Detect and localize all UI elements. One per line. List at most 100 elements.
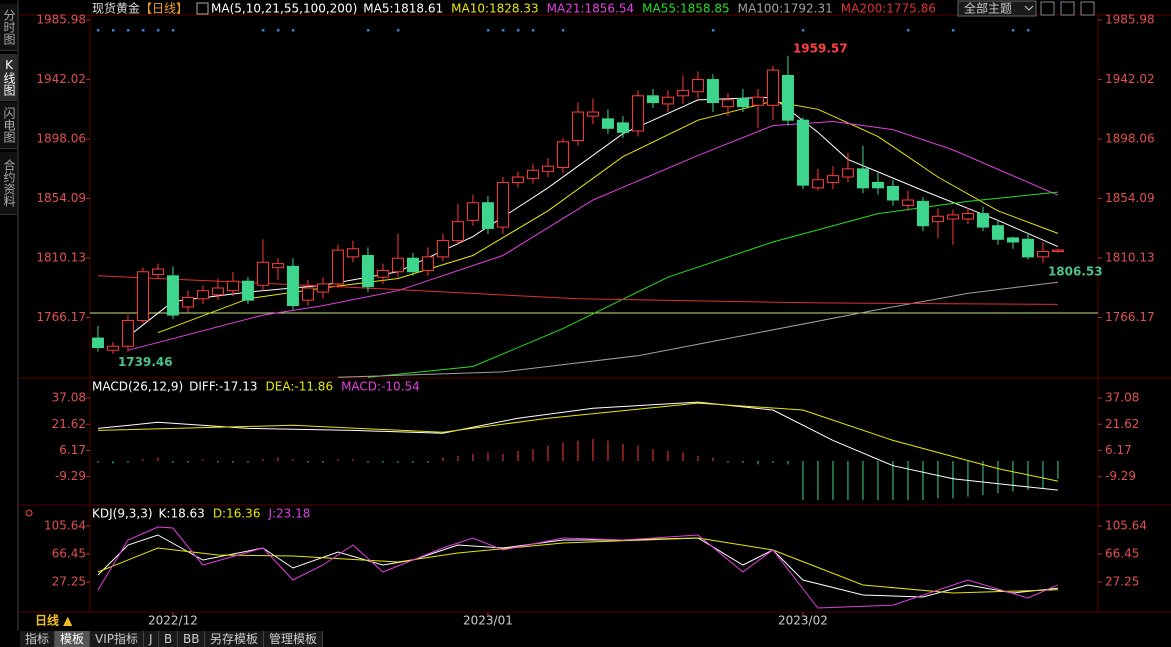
line xyxy=(97,526,1059,609)
icon[interactable] xyxy=(1060,1,1075,16)
signal-marker xyxy=(711,29,715,32)
candle-body xyxy=(136,271,149,321)
line xyxy=(97,537,1058,594)
y-tick-label: 21.62 xyxy=(1105,417,1139,431)
candle-body xyxy=(376,269,389,278)
signal-marker xyxy=(111,29,115,32)
legend-item: MA5:1818.61 xyxy=(363,2,443,16)
y-tick-label: 1766.17 xyxy=(36,310,86,324)
candle-body xyxy=(196,290,209,300)
candle-body xyxy=(286,265,299,307)
signal-marker xyxy=(396,29,400,32)
legend-item: J:23.18 xyxy=(267,507,310,521)
signal-marker xyxy=(531,29,535,32)
tab[interactable]: 闪电图 xyxy=(0,102,17,149)
signal-marker xyxy=(141,29,145,32)
legend-item: K:18.63 xyxy=(159,507,205,521)
candle-body xyxy=(706,79,719,104)
signal-marker xyxy=(366,29,370,32)
period: 【日线】 xyxy=(140,2,188,16)
y-tick-label: 37.08 xyxy=(1105,391,1139,405)
candle-body xyxy=(451,221,464,242)
legend-title: MACD(26,12,9) xyxy=(92,380,183,394)
signal-marker xyxy=(906,29,910,32)
y-tick-label: 105.64 xyxy=(1105,518,1147,532)
candle-body xyxy=(361,255,374,288)
toolbar-tab[interactable]: 模板 xyxy=(55,631,91,647)
signal-marker xyxy=(276,29,280,32)
icon xyxy=(1024,5,1034,11)
y-tick-label: 1985.98 xyxy=(1105,13,1155,27)
candle-body xyxy=(826,175,839,183)
candle-body xyxy=(781,75,794,121)
candle-body xyxy=(961,213,974,220)
toolbar-tab[interactable]: B xyxy=(159,631,179,647)
signal-marker xyxy=(1011,29,1015,32)
icon[interactable] xyxy=(196,2,209,15)
select-text[interactable]: 全部主题 xyxy=(964,1,1012,16)
candle-body xyxy=(646,95,659,104)
legend-item: DEA:-11.86 xyxy=(266,380,334,394)
icon[interactable] xyxy=(1040,1,1055,16)
candle-body xyxy=(1051,249,1064,252)
candle-body xyxy=(991,225,1004,240)
line xyxy=(97,534,1058,598)
period-button[interactable]: 日线 ▲ xyxy=(35,613,73,628)
y-tick-label: 37.08 xyxy=(52,391,86,405)
candle-body xyxy=(436,240,449,258)
tab[interactable]: 合约资料 xyxy=(0,152,17,215)
candle-body xyxy=(751,96,764,106)
signal-marker xyxy=(486,29,490,32)
y-tick-label: 27.25 xyxy=(1105,575,1139,589)
tab[interactable]: K线图 xyxy=(0,54,17,101)
signal-marker xyxy=(156,29,160,32)
y-tick-label: -9.29 xyxy=(55,469,86,483)
toolbar-tab[interactable]: VIP指标 xyxy=(90,631,144,647)
icon[interactable] xyxy=(1080,1,1095,16)
candle-body xyxy=(316,283,329,293)
candle-body xyxy=(1021,238,1034,258)
candle-body xyxy=(346,248,359,258)
candle-body xyxy=(571,111,584,141)
candle-body xyxy=(856,168,869,189)
y-tick-label: 6.17 xyxy=(1105,443,1132,457)
toolbar-tab[interactable]: 指标 xyxy=(20,631,56,647)
candle-body xyxy=(601,118,614,129)
line xyxy=(127,120,1059,351)
y-tick-label: 1942.02 xyxy=(36,72,86,86)
candle-body xyxy=(721,99,734,108)
candle-body xyxy=(121,319,134,347)
x-tick-label: 2023/02 xyxy=(778,614,828,628)
candle-body xyxy=(106,345,119,351)
candle-body xyxy=(586,111,599,117)
candle-body xyxy=(916,200,929,227)
legend-item: MA10:1828.33 xyxy=(451,2,539,16)
candle-body xyxy=(676,89,689,97)
y-tick-label: 1854.09 xyxy=(1105,191,1155,205)
candle-body xyxy=(526,169,539,179)
toolbar-tab[interactable]: 管理模板 xyxy=(264,631,324,647)
candle-body xyxy=(886,185,899,201)
candle-body xyxy=(631,95,644,132)
candle-body xyxy=(511,176,524,183)
line xyxy=(97,401,1058,491)
title: 现货黄金 xyxy=(92,1,140,16)
candle-body xyxy=(301,287,314,301)
toolbar-tab[interactable]: J xyxy=(144,631,159,647)
select[interactable] xyxy=(957,0,1037,17)
candle-body xyxy=(91,337,104,349)
toolbar-tab[interactable]: BB xyxy=(178,631,206,647)
candle-body xyxy=(331,249,344,285)
y-tick-label: 27.25 xyxy=(52,575,86,589)
signal-marker xyxy=(561,29,565,32)
signal-marker xyxy=(801,29,805,32)
signal-marker xyxy=(291,29,295,32)
candle-body xyxy=(496,181,509,228)
line xyxy=(337,281,1058,378)
toolbar-tab[interactable]: 另存模板 xyxy=(205,631,265,647)
y-tick-label: 1898.06 xyxy=(36,132,86,146)
candle-body xyxy=(181,296,194,308)
legend-item: D:16.36 xyxy=(213,507,261,521)
tab[interactable]: 分时图 xyxy=(0,4,17,51)
candle-body xyxy=(466,202,479,221)
